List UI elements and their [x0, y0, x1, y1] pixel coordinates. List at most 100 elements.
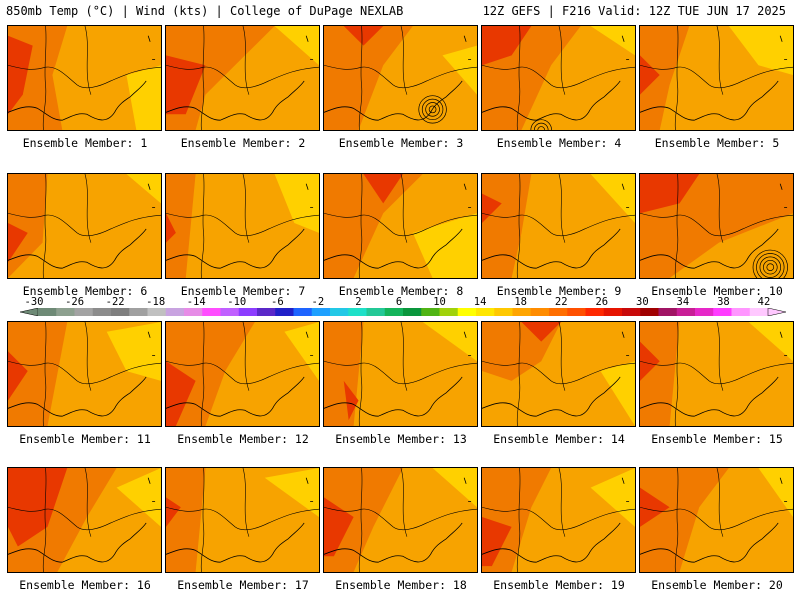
ensemble-member-label: Ensemble Member: 5	[654, 136, 780, 150]
colorbar-segment	[275, 308, 294, 316]
state-border	[716, 468, 724, 537]
colorbar-segment	[56, 308, 75, 316]
state-border	[558, 468, 566, 537]
coastline	[640, 522, 779, 563]
state-border	[200, 26, 205, 130]
ensemble-member-map	[165, 173, 320, 279]
colorbar-segment	[366, 308, 386, 316]
temperature-contour-fill	[590, 174, 635, 224]
temperature-contour-fill	[126, 174, 161, 204]
ensemble-member-label: Ensemble Member: 8	[338, 284, 464, 298]
state-border	[166, 212, 319, 237]
temperature-contour-fill	[640, 174, 700, 214]
ensemble-member-label: Ensemble Member: 7	[180, 284, 306, 298]
state-border	[674, 26, 679, 130]
state-border	[516, 174, 521, 278]
temperature-contour-fill	[640, 55, 660, 95]
lake-outline	[305, 183, 314, 208]
map-canvas	[640, 468, 793, 572]
ensemble-member-map	[323, 173, 478, 279]
wind-contour	[425, 102, 440, 117]
colorbar-tick-label: -26	[65, 296, 85, 308]
state-border	[400, 468, 408, 537]
temperature-contour-fill	[8, 223, 28, 263]
map-canvas	[482, 468, 635, 572]
colorbar-tick-label: -30	[24, 296, 44, 308]
colorbar-segment	[184, 308, 203, 316]
coastline	[324, 228, 463, 269]
temperature-contour-fill	[324, 174, 423, 278]
map-canvas	[640, 174, 793, 278]
state-border	[716, 26, 724, 95]
state-border	[516, 322, 521, 426]
colorbar-tick-label: 42	[757, 296, 771, 308]
colorbar-segment	[585, 308, 605, 316]
state-border	[166, 64, 319, 89]
map-title: 850mb Temp (°C) | Wind (kts) | College o…	[6, 4, 404, 18]
colorbar-segment	[658, 308, 678, 316]
map-canvas	[166, 174, 319, 278]
coastline	[166, 80, 305, 121]
state-border	[324, 360, 477, 385]
colorbar-segment	[129, 308, 148, 316]
lake-outline	[779, 183, 788, 208]
lake-outline	[621, 331, 630, 356]
ensemble-member-label: Ensemble Member: 15	[651, 432, 783, 446]
wind-contour	[766, 263, 775, 271]
map-canvas	[324, 26, 477, 130]
lake-outline	[305, 331, 314, 356]
colorbar-tick-label: 30	[636, 296, 649, 308]
temperature-contour-fill	[274, 26, 319, 66]
ensemble-member-map	[7, 173, 162, 279]
lake-outline	[621, 477, 630, 502]
wind-contour	[418, 95, 447, 124]
state-border	[84, 174, 92, 243]
lake-outline	[779, 477, 788, 502]
state-border	[358, 322, 363, 426]
colorbar-segment	[603, 308, 623, 316]
state-border	[516, 26, 521, 130]
wind-contour	[533, 122, 549, 130]
map-canvas	[482, 174, 635, 278]
map-canvas	[166, 322, 319, 426]
colorbar-segment	[92, 308, 112, 316]
map-canvas	[324, 322, 477, 426]
temperature-contour-fill	[640, 26, 690, 130]
coastline	[482, 522, 621, 563]
colorbar-tick-label: 14	[473, 296, 487, 308]
state-border	[482, 64, 635, 89]
temperature-contour-fill	[324, 468, 403, 572]
coastline	[640, 228, 779, 269]
ensemble-member-label: Ensemble Member: 6	[22, 284, 148, 298]
state-border	[558, 26, 566, 95]
colorbar-segment	[257, 308, 276, 316]
colorbar-segment	[38, 308, 57, 316]
state-border	[166, 360, 319, 385]
colorbar-tick-label: -22	[105, 296, 125, 308]
lake-outline	[463, 331, 472, 356]
lake-outline	[147, 477, 156, 502]
lake-outline	[147, 183, 156, 208]
temperature-contour-fill	[640, 487, 670, 527]
coastline	[324, 522, 463, 563]
state-border	[84, 468, 92, 537]
colorbar-segment	[512, 308, 532, 316]
map-canvas	[8, 26, 161, 130]
temperature-contour-fill	[363, 174, 403, 204]
state-border	[640, 212, 793, 237]
temperature-contour-fill	[640, 468, 729, 572]
colorbar-segment	[567, 308, 586, 316]
colorbar-segment	[549, 308, 568, 316]
state-border	[482, 360, 635, 385]
map-canvas	[640, 26, 793, 130]
colorbar-segment	[457, 308, 477, 316]
temperature-contour-fill	[600, 361, 635, 426]
temperature-contour-fill	[324, 26, 413, 130]
colorbar-segment	[111, 308, 130, 316]
state-border	[482, 506, 635, 531]
lake-outline	[147, 35, 156, 60]
colorbar-tick-label: 10	[433, 296, 446, 308]
map-canvas	[8, 322, 161, 426]
coastline	[166, 228, 305, 269]
colorbar-segment	[348, 308, 367, 316]
